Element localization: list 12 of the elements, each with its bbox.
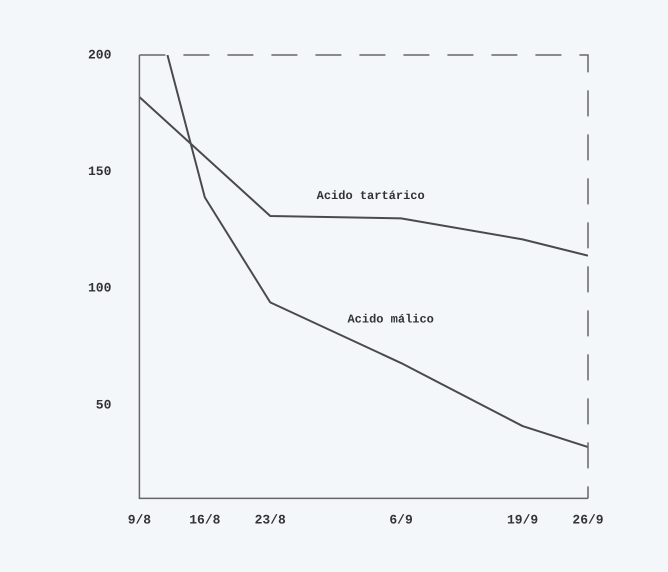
- x-tick-label: 16/8: [189, 512, 221, 528]
- y-tick-label: 150: [88, 164, 112, 179]
- y-tick-label: 200: [88, 47, 112, 62]
- x-tick-label: 26/9: [572, 512, 604, 528]
- series-label: Acido tartárico: [316, 189, 425, 204]
- x-tick-label: 9/8: [128, 512, 152, 528]
- x-tick-label: 6/9: [389, 512, 413, 528]
- y-tick-label: 50: [96, 397, 112, 412]
- x-tick-label: 19/9: [506, 512, 538, 528]
- x-tick-label: 23/8: [254, 512, 286, 528]
- y-tick-label: 100: [88, 280, 112, 296]
- series-label: Acido málico: [347, 312, 434, 327]
